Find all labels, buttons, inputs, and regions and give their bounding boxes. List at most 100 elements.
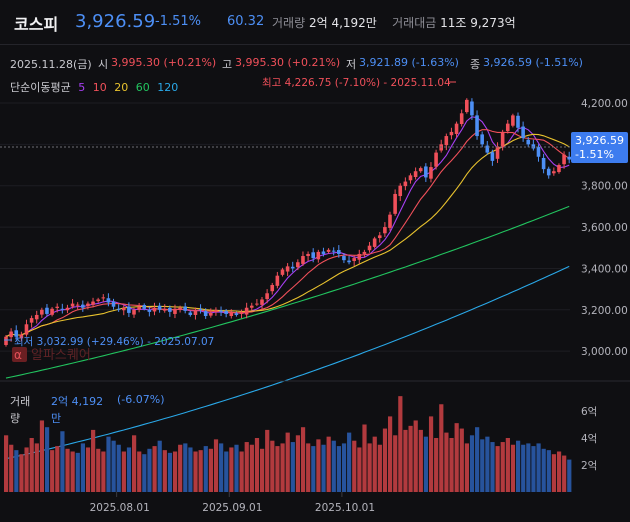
volume-bar — [367, 443, 372, 492]
volume-bar — [213, 439, 219, 492]
candle-body — [173, 308, 177, 314]
candle-body — [280, 269, 285, 275]
ma-legend[interactable]: 단순이동평균 5 10 20 60 120 — [10, 79, 182, 95]
volume-bar — [357, 447, 362, 492]
candle-body — [316, 251, 321, 260]
volume-bar — [485, 436, 490, 492]
high-value: 3,995.30 (+0.21%) — [235, 56, 341, 69]
candle-body — [70, 303, 75, 307]
volume-bar — [167, 452, 173, 492]
volume-bar — [193, 451, 198, 492]
candle-body — [398, 185, 403, 197]
ma-period-10: 10 — [92, 81, 107, 94]
volume-bar — [121, 451, 126, 492]
candle-body — [234, 313, 239, 315]
volume-bar — [39, 420, 45, 492]
volume-value: 2억 4,192만 — [308, 16, 377, 30]
volume-bar — [495, 446, 500, 492]
chart-grid — [0, 102, 570, 352]
volume-bar — [536, 443, 541, 492]
watermark-logo-glyph: α — [14, 348, 22, 362]
candle-body — [203, 311, 208, 317]
open-value: 3,995.30 (+0.21%) — [111, 56, 217, 69]
candle-body — [552, 171, 556, 174]
candle-body — [475, 115, 479, 137]
volume-bar — [295, 435, 301, 492]
volume-bar — [551, 454, 557, 492]
candle-body — [162, 308, 167, 311]
volume-bar — [362, 424, 367, 492]
candle-body — [116, 308, 121, 310]
volume-bar — [275, 446, 280, 492]
change-points: 60.32 — [227, 14, 265, 29]
candle-body — [562, 154, 566, 165]
volume-bar — [116, 444, 121, 492]
low-label: 저 — [346, 58, 357, 71]
price-axis-label: 3,800.00 — [581, 181, 628, 193]
volume-bar — [172, 451, 178, 492]
price-axis-label: 3,400.00 — [581, 263, 628, 275]
volume-bar — [254, 438, 260, 492]
candle-body — [255, 303, 259, 305]
candle-body — [265, 293, 269, 300]
change-percent: -1.51% — [155, 14, 201, 29]
volume-bar — [101, 451, 106, 492]
candle-body — [290, 266, 295, 269]
candle-body — [183, 306, 187, 311]
candle-body — [357, 253, 362, 260]
volume-bar — [80, 443, 85, 492]
volume-bar — [29, 438, 34, 492]
volume-bar — [516, 440, 521, 492]
candle-body — [65, 307, 70, 311]
volume-legend-pct: (-6.07%) — [117, 393, 165, 406]
candle-body — [393, 193, 397, 214]
candle-body — [142, 305, 147, 309]
volume-axis-label: 2억 — [581, 460, 597, 472]
volume-bar — [480, 439, 485, 492]
volume-bar — [157, 440, 162, 492]
candle-body — [34, 314, 39, 320]
price-axis-label: 3,000.00 — [581, 346, 628, 358]
ma-legend-label: 단순이동평균 — [10, 81, 71, 94]
candle-body — [296, 262, 300, 268]
candle-body — [347, 260, 351, 263]
candle-body — [106, 298, 111, 303]
candle-body — [96, 299, 100, 302]
volume-bar — [55, 446, 60, 492]
candle-body — [152, 307, 157, 312]
header-divider — [0, 44, 630, 45]
volume-bar — [265, 429, 270, 492]
candle-body — [301, 256, 305, 264]
volume-bar — [111, 440, 116, 492]
candle-body — [260, 299, 264, 305]
volume-bar — [9, 444, 14, 492]
watermark-text: 알파스퀘어 — [31, 348, 91, 363]
volume-bar — [464, 443, 469, 492]
candle-body — [500, 131, 505, 148]
candle-body — [377, 235, 382, 239]
volume-legend-label: 거래량 — [10, 395, 31, 425]
volume-bar — [34, 443, 39, 492]
volume-bar — [65, 448, 70, 492]
volume-bar — [475, 427, 480, 492]
volume-bar — [203, 446, 208, 492]
volume-bar — [44, 427, 50, 492]
volume-bar — [526, 443, 531, 492]
candle-body — [81, 304, 85, 308]
candle-body — [121, 307, 126, 311]
volume-bar — [500, 442, 505, 492]
volume-bar — [428, 416, 434, 492]
candle-body — [470, 101, 474, 116]
volume-bar — [321, 444, 326, 492]
candle-body — [275, 275, 280, 286]
candle-body — [546, 168, 551, 176]
candle-body — [270, 284, 275, 292]
candle-body — [541, 157, 546, 170]
trade-summary: 거래량 2억 4,192만 거래대금 11조 9,273억 — [272, 14, 516, 31]
volume-bar — [444, 432, 449, 492]
candle-body — [4, 336, 8, 345]
volume-bar — [531, 446, 536, 492]
candle-body — [209, 312, 213, 316]
volume-bar — [541, 448, 546, 492]
